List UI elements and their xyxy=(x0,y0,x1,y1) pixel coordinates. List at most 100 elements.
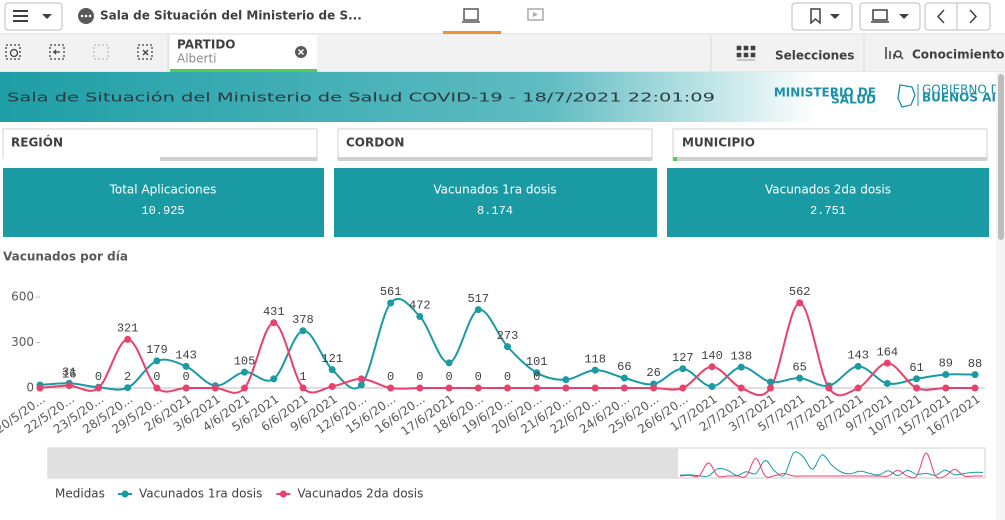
data-label: 0 xyxy=(504,370,511,384)
logo-text: SALUD xyxy=(831,93,876,107)
logo-text: BUENOS AIRES xyxy=(922,91,1005,105)
data-label: 321 xyxy=(117,322,139,336)
data-label: 0 xyxy=(95,370,102,384)
kpi-value: 10.925 xyxy=(141,204,184,218)
filter-label: MUNICIPIO xyxy=(682,136,755,150)
data-point xyxy=(766,378,774,386)
data-label: 89 xyxy=(939,357,953,371)
banner-title: Sala de Situación del Ministerio de Salu… xyxy=(7,91,715,105)
data-label: 0 xyxy=(533,370,540,384)
data-point xyxy=(562,384,570,392)
data-point xyxy=(36,384,44,392)
data-label: 101 xyxy=(526,355,548,369)
data-point xyxy=(533,384,541,392)
chart-title: Vacunados por día xyxy=(3,250,128,264)
data-point xyxy=(387,299,395,307)
data-point xyxy=(474,306,482,314)
data-label: 0 xyxy=(416,370,423,384)
data-point xyxy=(766,384,774,392)
data-point xyxy=(445,384,453,392)
selections-label[interactable]: Selecciones xyxy=(775,49,854,63)
scrollbar-track xyxy=(996,72,1005,520)
data-label: 431 xyxy=(263,305,285,319)
data-point xyxy=(65,382,73,390)
kpi-label: Total Aplicaciones xyxy=(109,183,217,197)
logo-text: MINISTERIO DE xyxy=(774,86,876,100)
selections-button[interactable] xyxy=(736,45,756,61)
kpi-card xyxy=(667,168,989,237)
analyze-tab[interactable] xyxy=(443,8,501,34)
bookmark-button[interactable] xyxy=(791,2,853,31)
data-label: 61 xyxy=(909,361,923,375)
data-label: 127 xyxy=(672,351,694,365)
data-point xyxy=(533,369,541,377)
logo-map xyxy=(897,84,916,108)
prev-next-buttons[interactable] xyxy=(924,2,991,31)
data-point xyxy=(270,319,278,327)
data-point xyxy=(854,384,862,392)
kpi-card xyxy=(3,168,324,237)
data-point xyxy=(883,379,891,387)
data-label: 0 xyxy=(445,370,452,384)
data-point xyxy=(913,384,921,392)
y-tick-label: 300 xyxy=(11,335,34,349)
navigator-line xyxy=(679,451,984,477)
kpi-value: 8.174 xyxy=(477,204,513,218)
data-label: 562 xyxy=(789,285,811,299)
data-point xyxy=(416,384,424,392)
banner xyxy=(0,72,996,122)
insights-label[interactable]: Conocimientos xyxy=(912,48,1005,62)
selection-chip[interactable] xyxy=(170,35,317,72)
data-point xyxy=(883,359,891,367)
selection-value: Alberti xyxy=(177,52,217,66)
data-label: 378 xyxy=(292,313,314,327)
data-label: 105 xyxy=(234,354,256,368)
data-point xyxy=(708,363,716,371)
data-point xyxy=(796,374,804,382)
data-point xyxy=(942,384,950,392)
data-label: 2 xyxy=(124,370,131,384)
data-label: 0 xyxy=(153,370,160,384)
legend: Vacunados 1ra dosis Vacunados 2da dosis xyxy=(118,487,423,501)
insights-button[interactable] xyxy=(885,47,904,60)
data-point xyxy=(182,362,190,370)
data-label: 0 xyxy=(182,370,189,384)
data-point xyxy=(737,363,745,371)
line-chart: 030060020/5/20...22/5/20...23/5/20...28/… xyxy=(0,285,985,439)
data-point xyxy=(971,384,979,392)
data-point xyxy=(591,366,599,374)
data-point xyxy=(416,312,424,320)
data-label: 0 xyxy=(387,370,394,384)
data-point xyxy=(153,384,161,392)
data-point xyxy=(708,382,716,390)
data-point xyxy=(591,384,599,392)
data-point xyxy=(796,299,804,307)
data-label: 561 xyxy=(380,285,402,299)
data-point xyxy=(474,384,482,392)
filter-box[interactable] xyxy=(672,128,988,161)
navigator-unselected xyxy=(48,448,678,478)
data-point xyxy=(124,335,132,343)
filter-box[interactable] xyxy=(337,128,653,161)
sheet-button[interactable] xyxy=(859,2,921,31)
data-label: 138 xyxy=(730,349,752,363)
data-point xyxy=(913,375,921,383)
selection-field: PARTIDO xyxy=(177,38,236,52)
data-point xyxy=(182,384,190,392)
navigator-lines xyxy=(679,451,984,479)
data-label: 140 xyxy=(701,349,723,363)
filter-box[interactable] xyxy=(2,128,318,161)
data-point xyxy=(241,384,249,392)
legend-swatch-dot xyxy=(279,490,287,498)
menu-button[interactable] xyxy=(4,2,63,31)
data-point xyxy=(971,371,979,379)
data-point xyxy=(328,366,336,374)
legend-label: Vacunados 2da dosis xyxy=(297,487,423,501)
logo-text: GOBIERNO DE LA PROVINCIA DE xyxy=(922,83,1005,97)
kpi-label: Vacunados 1ra dosis xyxy=(433,183,556,197)
data-point xyxy=(504,343,511,351)
scrollbar-thumb[interactable] xyxy=(998,74,1004,240)
selection-tools[interactable] xyxy=(5,44,153,60)
story-tab[interactable] xyxy=(527,8,544,21)
data-label: 121 xyxy=(321,352,343,366)
